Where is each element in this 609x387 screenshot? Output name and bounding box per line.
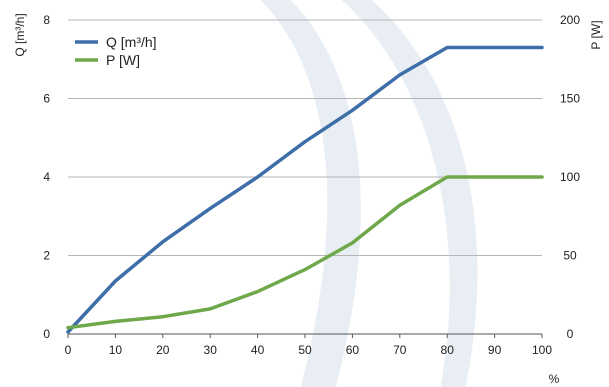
y-left-tick-label: 6 (43, 92, 50, 106)
x-tick-label: 30 (204, 343, 218, 357)
series-line (66, 175, 544, 330)
x-tick-label: 100 (532, 343, 552, 357)
series-lines (66, 45, 544, 334)
y-left-tick-label: 2 (43, 249, 50, 263)
x-tick-label: 90 (488, 343, 502, 357)
legend: Q [m³/h] P [W] (75, 34, 157, 68)
y-left-tick-label: 8 (43, 13, 50, 27)
background-watermark (260, 0, 478, 387)
series-line (66, 45, 544, 334)
x-tick-label: 20 (156, 343, 170, 357)
legend-label: Q [m³/h] (106, 34, 157, 50)
y-right-tick-label: 200 (560, 13, 580, 27)
y-right-tick-label: 0 (567, 327, 574, 341)
x-tick-label: 50 (298, 343, 312, 357)
x-tick-label: 60 (346, 343, 360, 357)
x-tick-label: 70 (393, 343, 407, 357)
x-tick-label: 80 (441, 343, 455, 357)
y-right-tick-label: 150 (560, 92, 580, 106)
y-right-tick-label: 100 (560, 170, 580, 184)
y-right-tick-label: 50 (563, 249, 577, 263)
x-tick-label: 0 (65, 343, 72, 357)
axes: 0 10 20 30 40 50 60 70 80 90 10002468050100150200%… (13, 13, 603, 386)
y-left-axis-label: Q [m³/h] (13, 13, 27, 56)
x-tick-label: 40 (251, 343, 265, 357)
y-right-axis-label: P [W] (589, 20, 603, 49)
watermark-arc-outer (341, 0, 478, 387)
watermark-arc-inner (260, 0, 361, 387)
y-left-tick-label: 4 (43, 170, 50, 184)
y-left-tick-label: 0 (43, 327, 50, 341)
x-axis-label: % (549, 372, 560, 386)
x-tick-label: 10 (109, 343, 123, 357)
legend-label: P [W] (106, 52, 140, 68)
